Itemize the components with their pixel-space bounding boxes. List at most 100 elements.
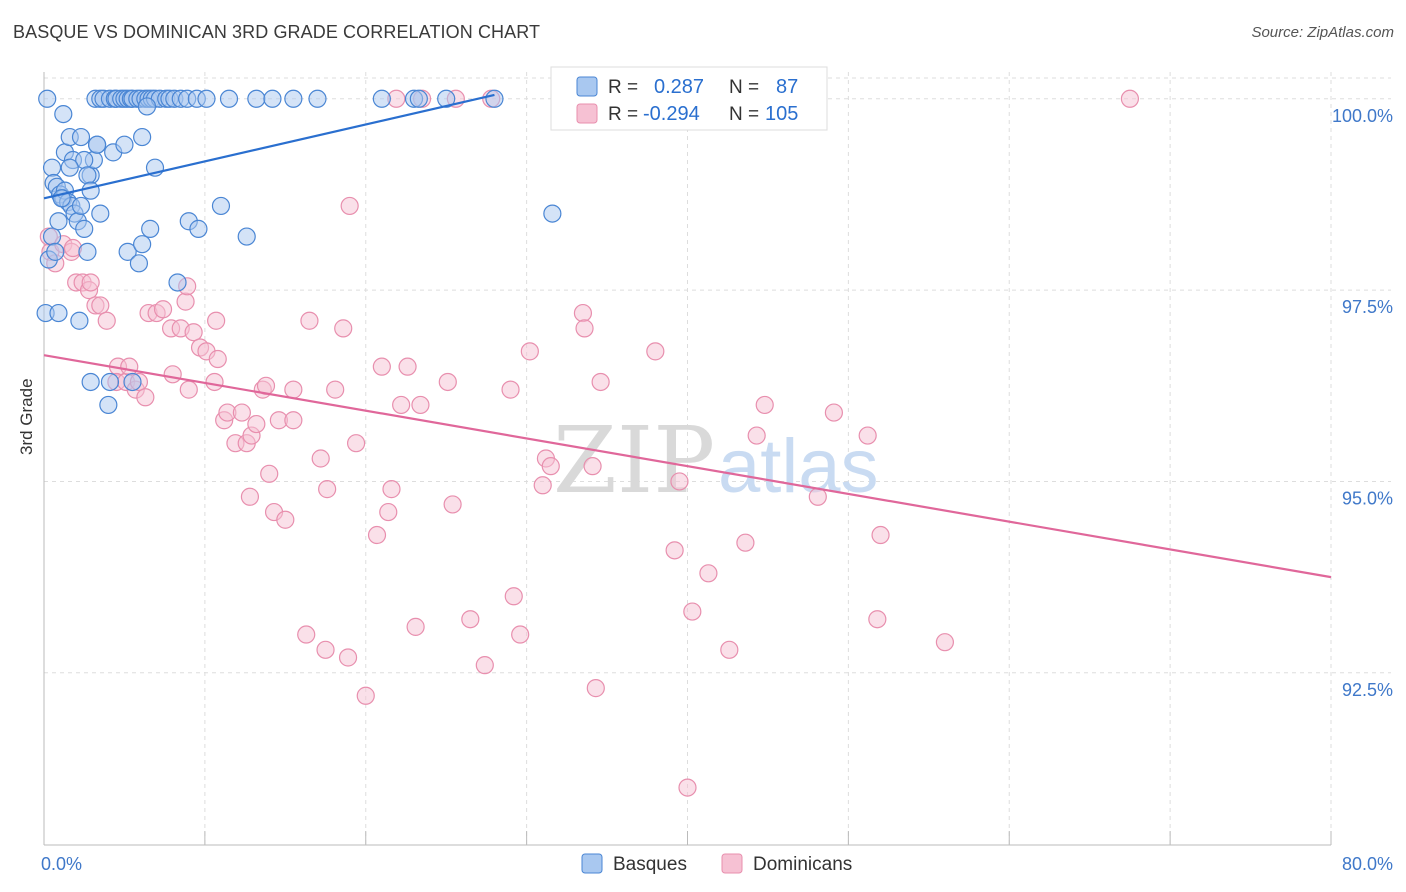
dominican-point-24 <box>163 365 182 384</box>
basque-point-27 <box>247 89 266 108</box>
basque-point-46 <box>71 196 91 216</box>
dominican-point-94 <box>678 778 697 797</box>
basque-point-72 <box>133 235 152 254</box>
y-tick-label-0: 100.0% <box>1332 106 1393 126</box>
basque-point-74 <box>141 219 160 238</box>
dominican-point-16 <box>120 357 139 376</box>
dominican-point-65 <box>382 480 401 499</box>
dominican-point-42 <box>247 414 266 434</box>
basque-r-value: 0.287 <box>654 76 704 98</box>
dominican-point-60 <box>346 434 366 453</box>
dominican-point-78 <box>501 380 520 399</box>
dominican-point-26 <box>176 292 195 311</box>
basque-point-36 <box>42 158 62 177</box>
dominican-point-54 <box>316 640 335 659</box>
basque-point-34 <box>437 89 456 108</box>
basque-point-65 <box>60 158 79 177</box>
dominican-point-91 <box>646 342 665 361</box>
dominican-point-103 <box>858 426 877 445</box>
basque-point-64 <box>54 104 73 124</box>
dominican-point-107 <box>1120 89 1140 108</box>
dominican-point-92 <box>665 541 684 560</box>
basque-point-47 <box>75 219 94 238</box>
dominican-point-102 <box>824 403 843 422</box>
dominican-point-28 <box>179 380 198 399</box>
basque-point-28 <box>263 89 282 108</box>
basque-n-label: N = <box>729 77 759 98</box>
y-tick-label-3: 92.5% <box>1342 680 1393 700</box>
dominican-point-72 <box>438 372 457 392</box>
basque-point-54 <box>42 227 62 246</box>
basque-point-55 <box>46 242 65 261</box>
dominican-point-40 <box>240 487 260 506</box>
basque-point-52 <box>91 204 110 223</box>
dominican-point-22 <box>153 300 173 319</box>
dominican-point-99 <box>747 426 766 445</box>
dominican-point-93 <box>670 472 689 491</box>
dominican-point-86 <box>573 303 593 323</box>
dominican-point-9 <box>81 273 100 292</box>
dominican-point-76 <box>475 656 494 675</box>
dominican-point-82 <box>533 476 552 495</box>
dominican-point-57 <box>334 319 353 338</box>
dominican-point-56 <box>326 380 345 399</box>
dominican-point-89 <box>586 679 605 698</box>
basque-point-79 <box>189 219 208 238</box>
axes <box>43 72 1332 846</box>
dominican-point-19 <box>136 388 155 407</box>
dominican-point-29 <box>184 323 203 342</box>
trend-lines <box>43 93 1332 579</box>
y-tick-label-2: 95.0% <box>1342 488 1393 508</box>
dominican-point-58 <box>338 648 358 667</box>
legend-label-dominicans: Dominicans <box>753 854 852 875</box>
dominican-point-59 <box>340 196 359 216</box>
basque-point-87 <box>100 372 120 392</box>
basque-point-26 <box>219 89 239 108</box>
dominican-point-38 <box>232 403 251 422</box>
basque-point-30 <box>308 89 327 108</box>
dominican-point-51 <box>297 625 316 644</box>
dominican-point-64 <box>379 502 398 522</box>
watermark-atlas: atlas <box>718 424 879 509</box>
dominican-n-label: N = <box>729 104 759 125</box>
y-tick-label-1: 97.5% <box>1342 297 1393 317</box>
basque-point-84 <box>70 311 89 330</box>
basque-point-31 <box>372 89 391 108</box>
basque-point-88 <box>123 372 142 392</box>
dominican-point-45 <box>260 464 279 483</box>
dominican-legend-swatch <box>576 103 598 124</box>
stats-legend: R = 0.287 N = 87 R = -0.294 N = 105 <box>550 66 828 131</box>
basque-point-33 <box>409 89 428 108</box>
basque-point-73 <box>133 127 152 147</box>
dominican-point-67 <box>392 395 411 415</box>
legend-swatch-basques <box>581 853 603 874</box>
dominican-point-79 <box>504 587 523 606</box>
dominican-point-98 <box>736 533 755 552</box>
basque-point-63 <box>78 166 97 185</box>
dominican-r-label: R = <box>608 104 638 125</box>
basque-point-56 <box>49 212 68 231</box>
dominican-point-75 <box>461 610 480 629</box>
dominican-point-63 <box>372 357 391 376</box>
dominican-point-101 <box>808 487 827 506</box>
basque-point-89 <box>543 204 562 223</box>
basque-point-86 <box>99 395 118 415</box>
dominican-point-11 <box>91 296 110 315</box>
dominican-point-104 <box>868 610 887 629</box>
tick-labels: 100.0% 97.5% 95.0% 92.5% 0.0% 80.0% <box>41 106 1393 874</box>
dominican-point-50 <box>284 411 303 430</box>
dominican-point-52 <box>300 311 319 330</box>
dominican-point-53 <box>311 449 330 468</box>
dominican-r-value: -0.294 <box>643 103 700 125</box>
basque-point-66 <box>81 181 100 200</box>
basque-point-29 <box>284 89 303 108</box>
basque-point-25 <box>197 89 216 108</box>
basque-trend-line <box>43 93 495 200</box>
dominican-point-68 <box>398 357 417 376</box>
series-legend: Basques Dominicans <box>581 853 852 875</box>
dominican-point-49 <box>284 380 303 399</box>
dominican-point-97 <box>720 640 739 659</box>
dominican-point-62 <box>367 525 387 545</box>
dominican-point-90 <box>591 372 610 392</box>
